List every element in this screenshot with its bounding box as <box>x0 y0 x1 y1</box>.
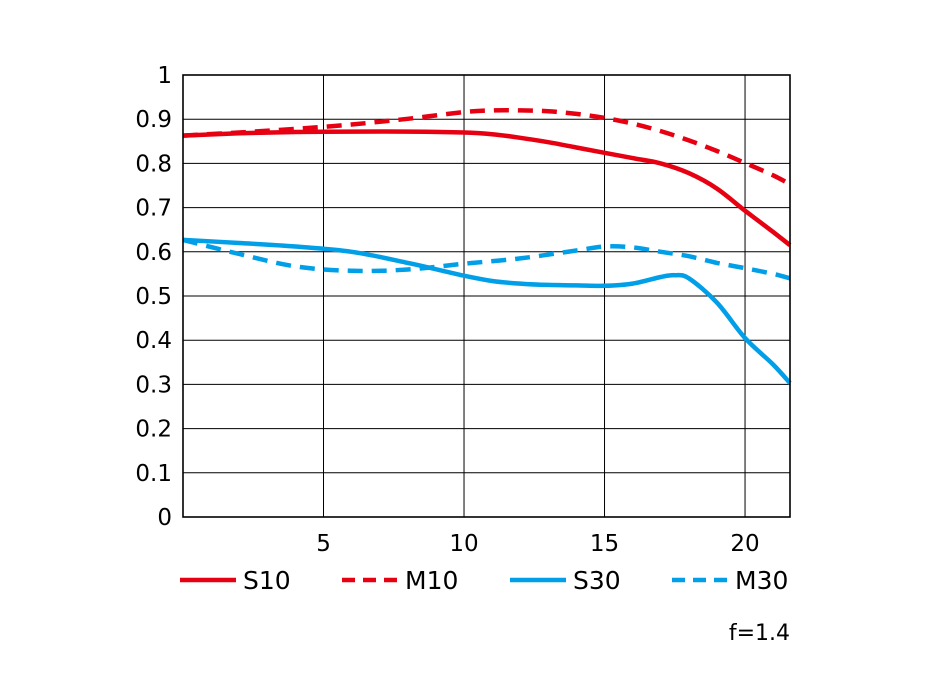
grid-lines <box>183 74 790 518</box>
series-line-s30 <box>182 237 792 385</box>
y-tick-label: 0 <box>157 505 172 531</box>
plot-frame <box>182 74 791 518</box>
legend-label-s30: S30 <box>573 566 621 595</box>
series-line-m10 <box>182 107 792 187</box>
y-tick-labels: 0 0.1 0.2 0.3 0.4 0.5 0.6 0.7 0.8 0.9 1 <box>135 63 172 531</box>
series-line-m30 <box>182 237 791 281</box>
y-tick-label: 0.6 <box>135 240 172 266</box>
legend-label-m30: M30 <box>735 566 788 595</box>
y-tick-label: 0.7 <box>135 196 172 222</box>
x-tick-label: 20 <box>730 531 759 557</box>
legend: S10 M10 S30 M30 <box>180 566 788 595</box>
y-tick-label: 0.9 <box>135 107 172 133</box>
legend-label-m10: M10 <box>405 566 458 595</box>
x-tick-labels: 5 10 15 20 <box>316 531 759 557</box>
y-tick-label: 0.8 <box>135 151 172 177</box>
y-tick-label: 0.3 <box>135 372 172 398</box>
x-tick-label: 5 <box>316 531 331 557</box>
x-tick-label: 10 <box>449 531 478 557</box>
y-tick-label: 0.1 <box>135 461 172 487</box>
y-tick-label: 0.5 <box>135 284 172 310</box>
aperture-annotation: f=1.4 <box>729 621 790 646</box>
series-lines <box>182 107 792 385</box>
y-tick-label: 1 <box>157 63 172 89</box>
y-tick-label: 0.2 <box>135 417 172 443</box>
series-line-s10 <box>182 129 792 247</box>
y-tick-label: 0.4 <box>135 328 172 354</box>
x-tick-label: 15 <box>590 531 619 557</box>
legend-label-s10: S10 <box>243 566 291 595</box>
